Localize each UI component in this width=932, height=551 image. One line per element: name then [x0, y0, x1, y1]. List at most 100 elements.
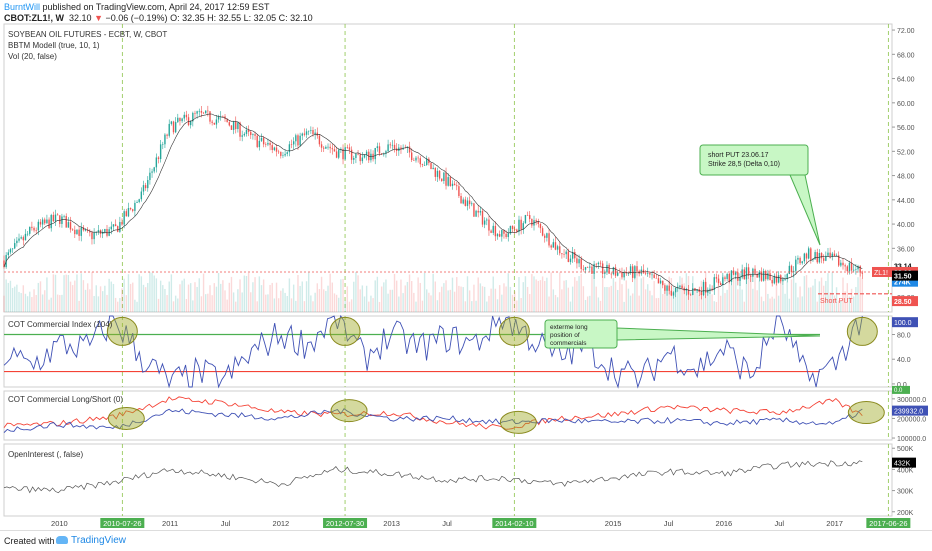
- candle-body: [769, 273, 771, 281]
- volume-bar: [606, 287, 608, 312]
- volume-bar: [638, 295, 640, 312]
- volume-bar: [717, 274, 720, 312]
- volume-bar: [29, 291, 31, 312]
- volume-bar: [689, 291, 692, 312]
- candle-body: [679, 285, 681, 287]
- volume-bar: [644, 289, 647, 312]
- volume-bar: [758, 280, 761, 312]
- volume-bar: [333, 293, 336, 312]
- symbol-label[interactable]: CBOT:ZL1!, W: [4, 13, 64, 23]
- volume-bar: [574, 277, 576, 312]
- volume-bar: [355, 272, 357, 312]
- candle-body: [417, 157, 419, 159]
- candle-body: [529, 215, 531, 219]
- volume-bar: [80, 273, 82, 312]
- candle-body: [657, 278, 660, 284]
- candle-body: [649, 273, 651, 275]
- candle-body: [200, 110, 203, 113]
- volume-bar: [507, 273, 509, 312]
- volume-bar: [292, 284, 295, 312]
- candle-body: [466, 200, 469, 206]
- candle-body: [282, 155, 284, 157]
- candle-body: [172, 121, 175, 133]
- candle-body: [471, 203, 473, 205]
- candle-body: [11, 248, 14, 250]
- candle-body: [63, 216, 65, 217]
- candle-body: [61, 216, 63, 224]
- cot-annotation-text: position of: [550, 332, 580, 339]
- volume-bar: [777, 295, 780, 312]
- volume-bar: [820, 277, 823, 312]
- volume-bar: [546, 277, 548, 312]
- volume-bar: [312, 301, 314, 312]
- candle-body: [316, 132, 318, 136]
- volume-bar: [668, 276, 670, 312]
- volume-bar: [595, 286, 597, 312]
- candle-body: [164, 134, 166, 145]
- volume-bar: [140, 276, 143, 312]
- volume-bar: [672, 285, 675, 312]
- volume-bar: [659, 284, 662, 312]
- volume-bar: [415, 301, 417, 312]
- candle-body: [434, 167, 437, 177]
- volume-bar: [782, 285, 784, 312]
- candle-body: [565, 251, 567, 255]
- footer: Created with TradingView: [0, 530, 932, 551]
- candle-body: [189, 121, 192, 126]
- volume-bar: [840, 300, 842, 312]
- candle-body: [151, 171, 153, 173]
- volume-bar: [22, 285, 25, 312]
- price-axis-tick-label: 68.00: [897, 52, 915, 59]
- candle-body: [192, 112, 194, 122]
- candle-body: [741, 269, 743, 278]
- volume-bar: [391, 289, 394, 312]
- candle-body: [498, 234, 501, 237]
- price-axis-tick-label: 48.00: [897, 174, 915, 181]
- candle-body: [580, 259, 582, 270]
- candle-body: [400, 147, 402, 150]
- volume-bar: [54, 274, 57, 312]
- candle-body: [24, 233, 27, 241]
- candle-body: [149, 172, 151, 181]
- candle-body: [245, 129, 248, 134]
- candle-body: [50, 214, 52, 229]
- volume-bar: [657, 297, 660, 312]
- author-link[interactable]: BurntWill: [4, 2, 41, 12]
- volume-bar: [861, 278, 864, 312]
- volume-bar: [250, 292, 252, 312]
- candle-body: [247, 129, 250, 132]
- volume-bar: [462, 287, 464, 312]
- volume-bar: [490, 288, 492, 312]
- candle-body: [771, 280, 773, 284]
- volume-bar: [11, 287, 14, 312]
- candle-body: [121, 222, 123, 225]
- candle-body: [389, 144, 391, 146]
- candle-body: [127, 208, 130, 217]
- tradingview-brand[interactable]: TradingView: [56, 535, 126, 546]
- candle-body: [535, 220, 537, 222]
- volume-bar: [576, 280, 578, 312]
- candle-body: [183, 114, 185, 119]
- volume-bar: [681, 277, 683, 312]
- candle-body: [110, 226, 112, 230]
- candle-body: [153, 167, 155, 172]
- candle-body: [20, 237, 22, 239]
- candle-body: [730, 270, 733, 282]
- candle-body: [539, 224, 542, 229]
- volume-bar: [619, 277, 621, 312]
- candle-body: [78, 229, 80, 236]
- candle-body: [269, 142, 271, 146]
- volume-bar: [235, 301, 237, 312]
- volume-bar: [850, 288, 853, 312]
- volume-bar: [61, 294, 63, 312]
- candle-body: [593, 263, 595, 274]
- candle-body: [567, 251, 570, 262]
- cot-long-short-series-2: [3, 408, 863, 433]
- candle-body: [576, 258, 578, 264]
- candle-body: [391, 144, 394, 146]
- volume-bar: [430, 295, 432, 312]
- candle-body: [550, 245, 552, 248]
- candle-body: [22, 237, 25, 241]
- candle-body: [355, 153, 357, 158]
